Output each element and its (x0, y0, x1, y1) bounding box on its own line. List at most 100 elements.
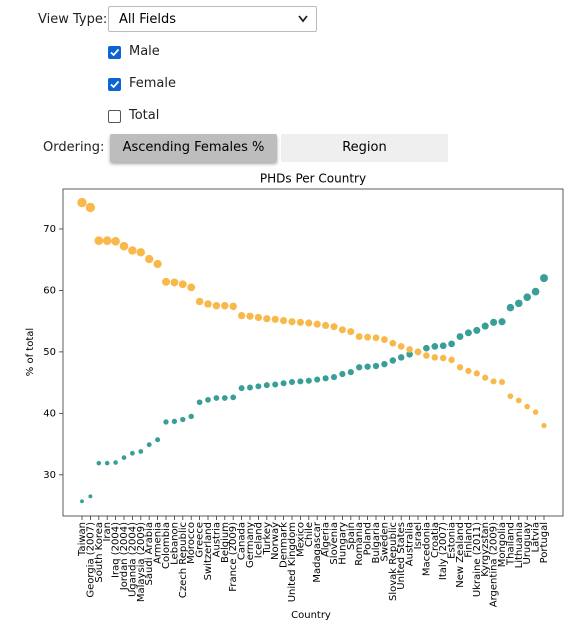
x-tick-label: Madagascar (312, 521, 323, 583)
point (254, 313, 263, 322)
x-tick-label: United States (396, 522, 407, 590)
x-tick-label: Malaysia (2009) (136, 522, 147, 602)
y-tick-label: 50 (43, 347, 56, 358)
point (162, 277, 170, 286)
point (506, 303, 515, 312)
x-tick-label: Jordan (2004) (119, 522, 130, 591)
point (280, 380, 287, 387)
point (238, 385, 245, 392)
point (330, 374, 338, 381)
point (490, 378, 497, 385)
point (498, 318, 506, 326)
checkbox[interactable] (108, 78, 121, 91)
toggle-button[interactable]: Ascending Females % (110, 134, 277, 162)
x-tick-label: South Korea (94, 522, 105, 583)
checkbox-label: Male (129, 44, 160, 59)
x-tick-label: Slovak Republic (388, 522, 399, 601)
point (263, 382, 270, 389)
point (88, 494, 93, 499)
x-tick-label: Chile (304, 522, 315, 547)
y-tick-label: 40 (43, 408, 56, 419)
y-tick-label: 70 (43, 224, 56, 235)
point (204, 300, 212, 308)
point (305, 319, 313, 327)
point (507, 393, 514, 400)
x-tick-label: Portugal (539, 522, 550, 563)
point (213, 395, 220, 401)
x-tick-label: Poland (363, 522, 374, 555)
x-tick-label: Georgia (2007) (85, 522, 96, 598)
checkbox-label: Female (129, 76, 177, 91)
x-tick-label: Iran (102, 522, 113, 542)
x-tick-label: Iceland (253, 522, 264, 558)
x-tick-label: Algeria (321, 522, 332, 557)
x-tick-label: France (2009) (228, 522, 239, 592)
point (195, 297, 204, 306)
x-tick-label: Taiwan (77, 522, 88, 557)
x-tick-label: Bulgaria (371, 522, 382, 563)
point (80, 499, 84, 504)
plot-frame (62, 188, 564, 517)
point (347, 369, 354, 376)
point (439, 342, 447, 350)
point (187, 283, 196, 292)
point (94, 236, 104, 245)
checkbox[interactable] (108, 46, 121, 59)
y-axis-label: % of total (25, 328, 36, 376)
toggle-button[interactable]: Region (281, 134, 448, 162)
checkbox-label: Total (129, 108, 160, 123)
point (146, 442, 152, 448)
point (212, 302, 221, 310)
x-tick-label: Sweden (379, 522, 390, 562)
x-tick-label: Armenia (153, 522, 164, 564)
x-tick-label: Kyrgyzstan (480, 522, 491, 577)
x-tick-label: Argentina (2009) (489, 522, 500, 607)
x-tick-label: Latvia (531, 522, 542, 552)
point (381, 360, 388, 368)
point (423, 344, 430, 352)
point (221, 395, 228, 401)
chart: PHDs Per Country % of total Country 30 40… (25, 172, 564, 621)
point (406, 346, 413, 353)
point (246, 312, 254, 320)
point (523, 293, 532, 301)
point (272, 381, 279, 388)
point (288, 318, 296, 326)
point (188, 413, 194, 420)
point (178, 280, 187, 289)
check-mark (110, 48, 120, 57)
point (102, 236, 112, 245)
point (364, 333, 372, 341)
point (330, 323, 338, 331)
point (119, 241, 129, 251)
x-tick-label: Canada (237, 522, 248, 560)
x-tick-label: Mongolia (497, 522, 508, 567)
ordering-label: Ordering: (43, 140, 105, 155)
point (255, 383, 262, 390)
point (380, 336, 388, 344)
x-tick-label: Australia (405, 522, 416, 566)
point (297, 378, 304, 385)
checkbox[interactable] (108, 110, 121, 123)
point (465, 367, 472, 375)
point (423, 352, 430, 359)
point (104, 460, 110, 466)
point (531, 287, 540, 296)
point (288, 378, 296, 386)
point (111, 236, 120, 246)
point (355, 333, 363, 340)
point (77, 197, 87, 208)
chart-title: PHDs Per Country (260, 172, 366, 186)
point (263, 315, 271, 323)
point (532, 409, 539, 415)
point (372, 362, 380, 370)
point (431, 354, 439, 361)
x-tick-label: Ukraine (2011) (472, 522, 483, 597)
point (205, 396, 211, 403)
x-tick-label: Finland (463, 522, 474, 558)
y-tick-label: 60 (43, 285, 56, 296)
point (96, 460, 102, 466)
point (448, 340, 455, 348)
view-type-select[interactable]: All Fields (108, 6, 317, 32)
